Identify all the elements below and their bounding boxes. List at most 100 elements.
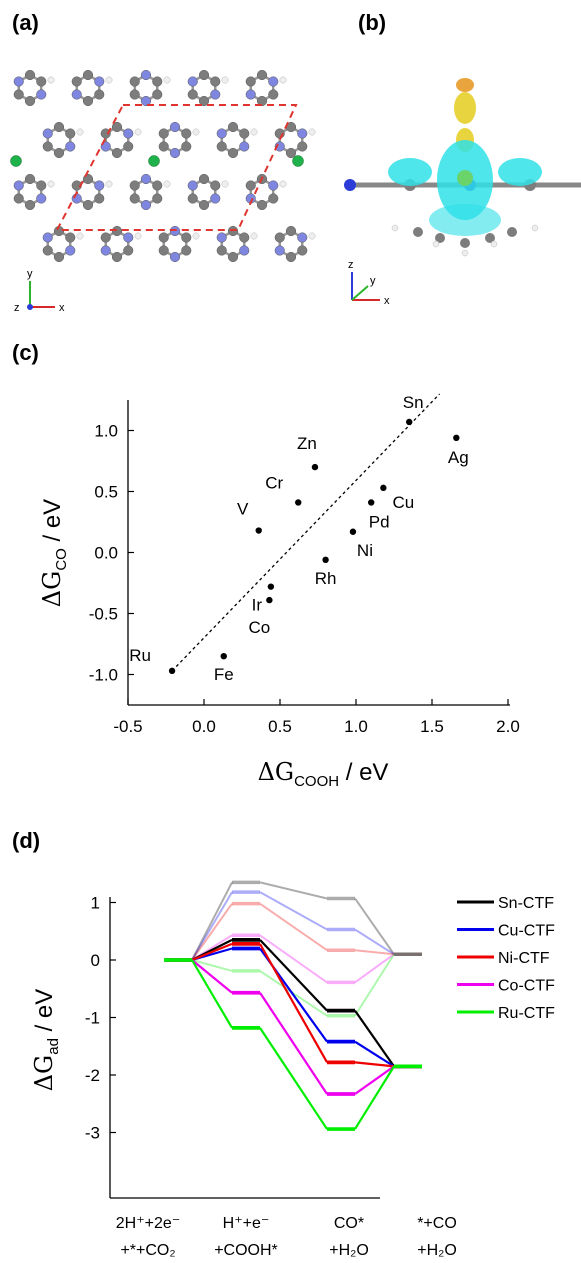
metal-atom — [148, 155, 160, 167]
atom — [158, 128, 169, 139]
isosurface-yellow — [454, 92, 476, 124]
atom — [239, 141, 250, 152]
atom — [181, 245, 192, 256]
chart-d-connector-faded — [354, 953, 395, 984]
chart-c-point-label: Sn — [403, 393, 424, 412]
chart-c-x-tick-label: 0.5 — [268, 717, 292, 736]
chart-d-connector-solid — [354, 1065, 395, 1130]
chart-c-point-label: V — [237, 500, 249, 519]
axis-b-x: x — [384, 295, 390, 307]
atom — [42, 128, 53, 139]
chart-d-connector-solid — [191, 942, 233, 962]
atom — [245, 76, 256, 87]
chart-c-x-tick-label: 2.0 — [496, 717, 520, 736]
hydrogen-atom — [134, 232, 142, 240]
atom — [71, 89, 82, 100]
hydrogen-atom — [105, 76, 113, 84]
atom — [268, 180, 279, 191]
atom — [123, 141, 134, 152]
chart-d-y-tick-label: 0 — [91, 951, 100, 970]
chart-c-point — [220, 653, 227, 660]
chart-d-connector-faded — [259, 881, 328, 900]
atom — [297, 245, 308, 256]
atom — [181, 128, 192, 139]
structure-a-image: y x z — [10, 69, 316, 314]
chart-c-xlabel: ΔGCOOH / eV — [258, 758, 389, 790]
atom — [42, 245, 53, 256]
panel-label-b: (b) — [358, 10, 387, 35]
atom — [42, 232, 53, 243]
chart-c-point — [168, 667, 176, 675]
chart-c-y-tick-label: -0.5 — [89, 605, 118, 624]
atom — [111, 121, 123, 133]
atom — [13, 76, 24, 87]
atom — [71, 76, 82, 87]
atom — [140, 173, 152, 185]
chart-d-connector-faded — [354, 928, 395, 956]
chart-d-connector-faded — [191, 881, 233, 961]
hydrogen-atom — [163, 180, 171, 188]
hydrogen-atom — [221, 76, 229, 84]
atom — [111, 147, 123, 159]
hydrogen-atom — [163, 76, 171, 84]
atom — [24, 199, 36, 211]
atom — [111, 251, 123, 263]
atom — [198, 173, 210, 185]
atom — [13, 89, 24, 100]
atom — [94, 76, 105, 87]
atom — [42, 141, 53, 152]
axis-a-z: z — [14, 302, 20, 314]
hydrogen-atom — [308, 232, 316, 240]
hydrogen-atom — [221, 180, 229, 188]
chart-d-category-label: H⁺+e⁻ — [223, 1215, 270, 1232]
atom — [158, 141, 169, 152]
chart-d-category-label: CO* — [334, 1215, 364, 1232]
metal-atom — [457, 170, 473, 186]
hydrogen-atom — [391, 224, 399, 232]
axis-a-y: y — [27, 268, 33, 280]
chart-c-point-label: Ni — [357, 541, 373, 560]
atom — [129, 193, 140, 204]
isosurface-cyan — [498, 158, 542, 186]
atom — [65, 128, 76, 139]
chart-c-y-tick-label: 0.5 — [94, 483, 118, 502]
axis-b-z: z — [348, 259, 354, 271]
isosurface-cyan — [429, 204, 501, 236]
chart-c-point-label: Ir — [252, 596, 263, 615]
chart-c-y-tick-label: 1.0 — [94, 422, 118, 441]
axis-b-y: y — [370, 275, 376, 287]
atom — [297, 128, 308, 139]
atom — [100, 232, 111, 243]
atom — [65, 245, 76, 256]
chart-c-point — [406, 418, 413, 426]
chart-d-category-label: +*+CO₂ — [120, 1242, 175, 1259]
hydrogen-atom — [192, 232, 200, 240]
metal-atom — [10, 155, 22, 167]
chart-c-point — [380, 484, 387, 492]
atom — [24, 95, 36, 107]
atom — [53, 147, 65, 159]
atom — [13, 193, 24, 204]
chart-c-point-label: Pd — [369, 512, 390, 531]
isosurface-orange — [456, 78, 474, 92]
atom — [169, 147, 181, 159]
hydrogen-atom — [279, 76, 287, 84]
chart-c-y-tick-label: 0.0 — [94, 544, 118, 563]
chart-d-y-tick-label: -2 — [85, 1066, 100, 1085]
atom — [187, 89, 198, 100]
chart-c-trendline — [171, 393, 441, 672]
atom — [216, 245, 227, 256]
panel-label-a: (a) — [12, 10, 39, 35]
panel-label-d: (d) — [12, 828, 41, 853]
atom — [140, 199, 152, 211]
chart-d-legend-label: Co-CTF — [498, 978, 555, 995]
hydrogen-atom — [47, 180, 55, 188]
atom — [344, 179, 356, 191]
chart-d-y-tick-label: -1 — [85, 1009, 100, 1028]
atom — [507, 227, 517, 237]
hydrogen-atom — [134, 128, 142, 136]
chart-c-y-tick-label: -1.0 — [89, 666, 118, 685]
atom — [210, 180, 221, 191]
atom — [181, 232, 192, 243]
atom — [24, 173, 36, 185]
